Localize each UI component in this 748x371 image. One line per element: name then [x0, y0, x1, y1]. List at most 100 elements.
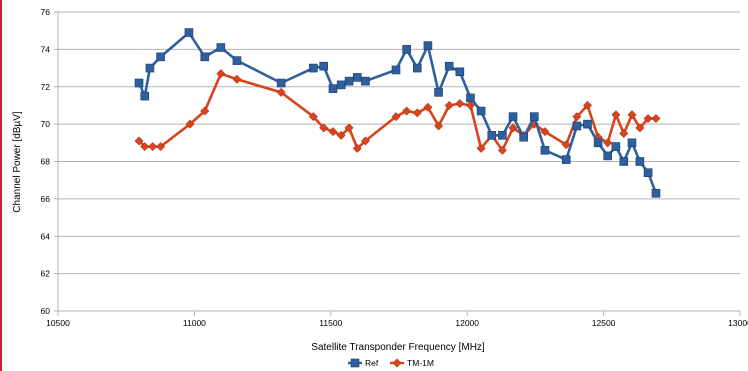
data-point-tm-1m-24 — [476, 143, 486, 153]
data-point-ref-25 — [487, 131, 497, 140]
data-point-tm-1m-39 — [635, 123, 645, 133]
data-point-tm-1m-17 — [402, 106, 412, 116]
data-point-ref-1 — [140, 91, 150, 101]
data-point-ref-36 — [611, 142, 621, 151]
data-point-tm-1m-10 — [319, 123, 329, 133]
data-point-tm-1m-13 — [344, 123, 354, 133]
data-point-ref-27 — [508, 112, 518, 121]
series-line-ref — [137, 31, 658, 194]
data-point-tm-1m-0 — [134, 136, 144, 146]
data-point-ref-16 — [391, 65, 401, 75]
data-point-tm-1m-8 — [276, 87, 286, 97]
data-point-ref-7 — [232, 56, 242, 65]
data-point-ref-22 — [455, 67, 465, 77]
legend-marker-tm-1m — [392, 358, 402, 368]
data-point-tm-1m-16 — [391, 112, 401, 122]
data-point-tm-1m-21 — [444, 100, 454, 110]
data-point-tm-1m-18 — [412, 108, 422, 118]
data-point-tm-1m-36 — [611, 110, 621, 120]
data-point-ref-11 — [328, 84, 338, 93]
data-point-ref-34 — [593, 138, 603, 148]
data-point-ref-10 — [319, 61, 329, 71]
y-tick-label-72: 72 — [41, 82, 51, 92]
data-point-tm-1m-9 — [308, 112, 318, 122]
data-point-tm-1m-14 — [352, 143, 362, 153]
data-point-tm-1m-30 — [540, 127, 550, 137]
tick-labels: 60 62 64 66 68 70 72 74 76 10500 11000 11500 12000 12… — [41, 7, 748, 328]
data-point-tm-1m-32 — [572, 112, 582, 122]
x-tick-label-13000: 13000 — [728, 318, 748, 328]
grid-lines — [58, 11, 740, 312]
data-point-ref-28 — [519, 132, 528, 142]
data-point-tm-1m-20 — [434, 121, 444, 131]
data-point-tm-1m-19 — [423, 102, 433, 112]
data-point-ref-17 — [402, 45, 411, 54]
data-point-tm-1m-2 — [148, 141, 158, 152]
data-point-tm-1m-26 — [497, 145, 507, 155]
data-point-ref-24 — [476, 106, 486, 116]
data-point-ref-4 — [184, 28, 194, 37]
data-point-ref-35 — [603, 151, 612, 161]
data-point-ref-0 — [134, 78, 144, 88]
data-point-ref-38 — [627, 138, 637, 148]
data-point-ref-12 — [336, 80, 346, 90]
x-axis-title: Satellite Transponder Frequency [MHz] — [311, 342, 485, 353]
data-point-ref-2 — [145, 63, 155, 73]
data-point-ref-30 — [540, 145, 550, 155]
y-axis-title: Channel Power [dBµV] — [12, 111, 23, 213]
series-tm-1m — [134, 69, 661, 155]
legend-marker-ref — [350, 358, 360, 368]
data-point-tm-1m-35 — [603, 138, 613, 148]
data-point-ref-37 — [619, 157, 629, 166]
data-point-tm-1m-7 — [232, 74, 242, 84]
data-point-ref-26 — [498, 131, 507, 140]
data-point-ref-21 — [444, 61, 454, 71]
data-point-ref-29 — [530, 112, 539, 121]
data-point-ref-5 — [200, 52, 210, 62]
data-point-ref-15 — [361, 76, 370, 86]
series-ref — [134, 28, 661, 198]
data-point-ref-14 — [352, 73, 362, 82]
data-point-ref-9 — [309, 63, 318, 73]
data-point-tm-1m-40 — [643, 113, 653, 124]
data-point-tm-1m-31 — [561, 140, 571, 150]
data-point-ref-13 — [344, 76, 354, 86]
data-point-ref-19 — [423, 41, 433, 50]
x-tick-label-11500: 11500 — [319, 318, 342, 328]
y-tick-label-70: 70 — [41, 119, 51, 129]
y-tick-label-62: 62 — [41, 269, 51, 279]
data-point-tm-1m-27 — [508, 123, 518, 133]
data-point-ref-18 — [412, 63, 422, 73]
data-point-ref-32 — [572, 121, 582, 131]
x-tick-label-10500: 10500 — [46, 318, 70, 328]
y-tick-label-60: 60 — [41, 306, 51, 316]
data-point-tm-1m-23 — [465, 100, 476, 110]
data-point-ref-41 — [651, 188, 661, 198]
data-point-ref-23 — [466, 93, 475, 103]
legend: Ref TM-1M — [348, 358, 434, 368]
data-point-tm-1m-22 — [455, 99, 465, 109]
data-point-ref-8 — [276, 78, 286, 88]
data-point-tm-1m-4 — [185, 119, 195, 129]
series-line-tm-1m — [138, 72, 656, 152]
data-point-tm-1m-41 — [651, 113, 661, 124]
y-tick-label-74: 74 — [41, 44, 51, 54]
data-point-tm-1m-38 — [627, 110, 637, 120]
x-tick-label-11000: 11000 — [183, 318, 206, 328]
data-point-ref-33 — [583, 119, 592, 129]
data-point-tm-1m-5 — [200, 106, 210, 116]
data-point-ref-6 — [216, 43, 226, 52]
axes — [54, 11, 741, 316]
y-tick-label-76: 76 — [41, 7, 51, 17]
x-tick-label-12500: 12500 — [592, 318, 616, 328]
data-point-ref-3 — [156, 52, 165, 62]
data-point-tm-1m-3 — [156, 141, 166, 152]
data-point-tm-1m-33 — [582, 100, 593, 110]
data-point-tm-1m-15 — [360, 136, 370, 146]
y-tick-label-66: 66 — [41, 194, 51, 204]
legend-label-tm-1m: TM-1M — [407, 358, 434, 368]
data-point-ref-31 — [561, 155, 571, 164]
data-point-tm-1m-12 — [336, 130, 346, 140]
